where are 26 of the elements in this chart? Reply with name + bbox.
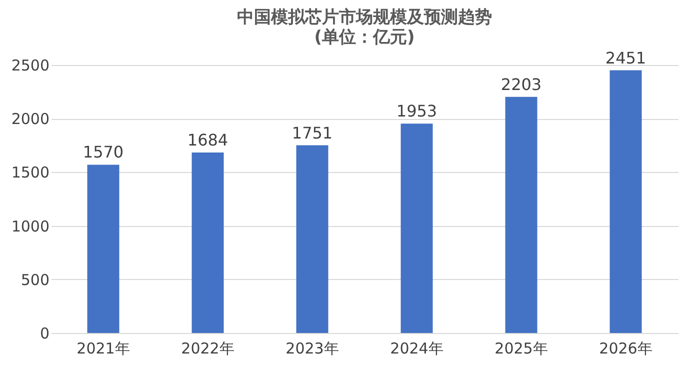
bar xyxy=(505,96,538,333)
chart-title: 中国模拟芯片市场规模及预测趋势 xyxy=(237,7,492,28)
x-tick-label: 2022年 xyxy=(181,340,234,358)
data-label: 1751 xyxy=(292,123,333,142)
y-tick-label: 2500 xyxy=(11,56,50,74)
data-label: 1684 xyxy=(187,130,228,150)
y-tick-label: 1000 xyxy=(11,217,50,236)
y-tick-label: 0 xyxy=(40,324,50,342)
y-tick-label: 1500 xyxy=(11,164,50,182)
chart-subtitle: (单位：亿元) xyxy=(314,27,415,48)
data-label: 2203 xyxy=(500,74,542,94)
x-tick-label: 2026年 xyxy=(599,340,652,358)
x-tick-label: 2023年 xyxy=(286,340,339,358)
y-tick-label: 2000 xyxy=(11,110,50,128)
bar xyxy=(610,70,642,333)
bar xyxy=(400,124,433,333)
bar xyxy=(192,152,224,333)
bar xyxy=(87,164,120,333)
data-label: 2451 xyxy=(605,48,646,68)
x-tick-label: 2021年 xyxy=(76,340,130,358)
data-label: 1570 xyxy=(82,142,124,162)
data-label: 1953 xyxy=(396,102,438,121)
bar xyxy=(296,145,328,333)
x-tick-label: 2024年 xyxy=(390,340,444,358)
x-tick-label: 2025年 xyxy=(494,340,548,358)
y-tick-label: 500 xyxy=(20,270,50,289)
